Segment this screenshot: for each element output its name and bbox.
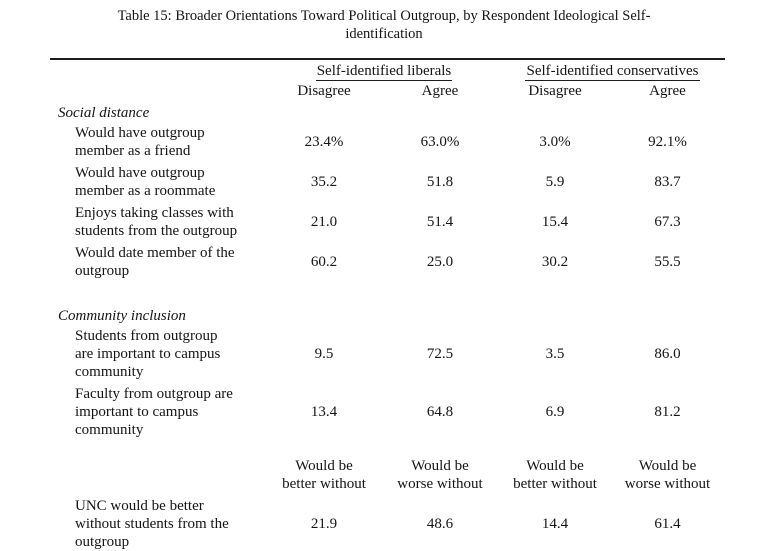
cell-value: 72.5 xyxy=(426,346,454,362)
column-header-agree-conservatives: Agree xyxy=(649,83,686,99)
cell-value: 15.4 xyxy=(541,214,569,230)
section-row-social-distance: Social distance xyxy=(50,104,768,122)
table-row-friend: Would have outgroup member as a friend 2… xyxy=(50,122,768,162)
cell-value: 3.0% xyxy=(539,134,571,150)
table-row-classes: Enjoys taking classes with students from… xyxy=(50,202,768,242)
column-header-row: Disagree Agree Disagree Agree xyxy=(50,81,768,101)
cell-value: 14.4 xyxy=(541,516,569,532)
cell-value: 81.2 xyxy=(654,404,681,420)
group-header-liberals: Self-identified liberals xyxy=(315,63,453,81)
column-header-agree-liberals: Agree xyxy=(421,83,459,99)
subheader-worse-without: Would be worse without xyxy=(624,458,711,492)
cell-value: 3.5 xyxy=(545,346,565,362)
row-label: UNC would be better without students fro… xyxy=(75,498,229,550)
subheader-better-without: Would be better without xyxy=(282,458,366,492)
column-header-disagree-liberals: Disagree xyxy=(297,83,351,99)
table-row-unc-better-without: UNC would be better without students fro… xyxy=(50,495,768,551)
cell-value: 9.5 xyxy=(314,346,334,362)
section-row-community-inclusion: Community inclusion xyxy=(50,307,768,325)
table-title-line2: identification xyxy=(345,26,423,42)
row-label: Enjoys taking classes with students from… xyxy=(75,205,238,239)
row-label: Would have outgroup member as a roommate xyxy=(75,165,216,199)
subheader-worse-without: Would be worse without xyxy=(397,458,483,492)
table-title-line1: Table 15: Broader Orientations Toward Po… xyxy=(117,8,651,24)
section-label: Social distance xyxy=(58,105,150,121)
spacer xyxy=(0,282,768,304)
table-row-faculty-important: Faculty from outgroup are important to c… xyxy=(50,383,768,441)
row-label: Faculty from outgroup are important to c… xyxy=(75,386,233,438)
cell-value: 55.5 xyxy=(654,254,681,270)
cell-value: 23.4% xyxy=(304,134,344,150)
cell-value: 30.2 xyxy=(541,254,569,270)
cell-value: 6.9 xyxy=(545,404,565,420)
row-label: Would have outgroup member as a friend xyxy=(75,125,205,159)
subheader-better-without: Would be better without xyxy=(513,458,597,492)
cell-value: 86.0 xyxy=(654,346,681,362)
table-row-date: Would date member of the outgroup 60.2 2… xyxy=(50,242,768,282)
group-header-conservatives: Self-identified conservatives xyxy=(525,63,700,81)
cell-value: 13.4 xyxy=(310,404,338,420)
cell-value: 83.7 xyxy=(654,174,681,190)
cell-value: 48.6 xyxy=(426,516,454,532)
cell-value: 92.1% xyxy=(648,134,687,150)
cell-value: 67.3 xyxy=(654,214,681,230)
row-label: Would date member of the outgroup xyxy=(75,245,235,279)
table-row-roommate: Would have outgroup member as a roommate… xyxy=(50,162,768,202)
top-rule xyxy=(50,58,725,60)
cell-value: 5.9 xyxy=(545,174,565,190)
table-row-students-important: Students from outgroup are important to … xyxy=(50,325,768,383)
group-header-row: Self-identified liberals Self-identified… xyxy=(50,62,768,81)
cell-value: 60.2 xyxy=(310,254,338,270)
cell-value: 63.0% xyxy=(420,134,460,150)
row-label: Students from outgroup are important to … xyxy=(75,328,221,380)
table-title: Table 15: Broader Orientations Toward Po… xyxy=(0,7,768,43)
subheader-row-better-worse: Would be better without Would be worse w… xyxy=(50,455,768,495)
cell-value: 21.9 xyxy=(310,516,338,532)
column-header-disagree-conservatives: Disagree xyxy=(528,83,582,99)
cell-value: 25.0 xyxy=(426,254,454,270)
cell-value: 21.0 xyxy=(310,214,338,230)
cell-value: 51.4 xyxy=(426,214,454,230)
section-label: Community inclusion xyxy=(58,308,186,324)
cell-value: 35.2 xyxy=(310,174,338,190)
cell-value: 51.8 xyxy=(426,174,454,190)
cell-value: 64.8 xyxy=(426,404,454,420)
cell-value: 61.4 xyxy=(654,516,681,532)
spacer xyxy=(0,441,768,455)
